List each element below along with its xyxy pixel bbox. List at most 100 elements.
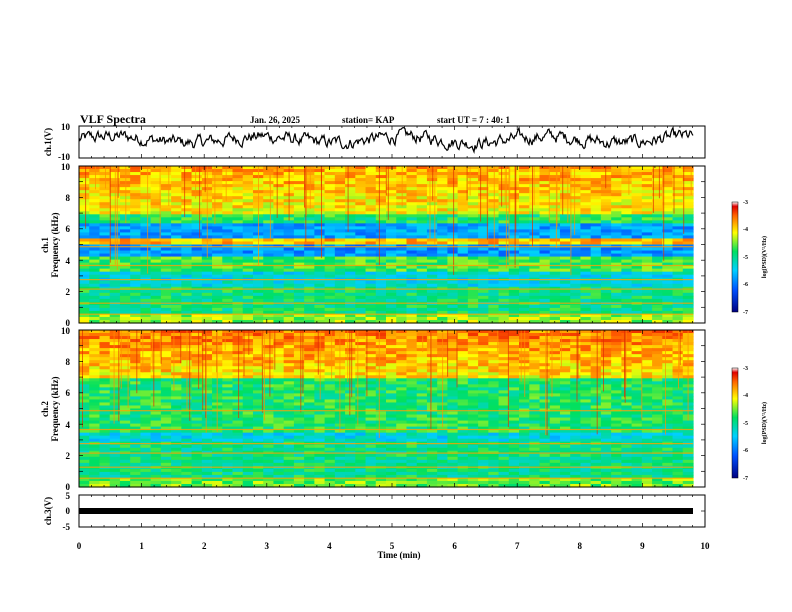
spectrogram-cell bbox=[416, 238, 428, 243]
spectrogram-cell bbox=[130, 381, 141, 385]
spectrogram-cell bbox=[478, 190, 489, 194]
spectrogram-cell bbox=[467, 250, 479, 255]
spectrogram-cell bbox=[519, 229, 530, 234]
spectrogram-cell bbox=[406, 223, 418, 227]
spectrogram-cell bbox=[324, 181, 336, 185]
spectrogram-cell bbox=[498, 342, 510, 346]
spectrogram-cell bbox=[590, 295, 602, 300]
spectrogram-cell bbox=[99, 166, 111, 170]
spectrogram-cell bbox=[396, 405, 408, 410]
spectrogram-cell bbox=[212, 190, 223, 194]
spectrogram-cell bbox=[304, 313, 315, 318]
spectrogram-cell bbox=[672, 247, 684, 252]
spectrogram-cell bbox=[580, 363, 592, 367]
ch1-ticks bbox=[78, 126, 706, 158]
spectrogram-burst bbox=[117, 166, 119, 198]
spectrogram-cell bbox=[519, 235, 530, 240]
spectrogram-cell bbox=[314, 166, 326, 170]
spectrogram-cell bbox=[600, 307, 612, 312]
spectrogram-cell bbox=[293, 169, 305, 173]
spectrogram-cell bbox=[529, 390, 541, 394]
spectrogram-cell bbox=[641, 366, 653, 370]
spectrogram-cell bbox=[273, 166, 285, 170]
spectrogram-cell bbox=[99, 348, 111, 352]
spectrogram-cell bbox=[304, 402, 315, 407]
spectrogram-cell bbox=[467, 280, 479, 285]
spectrogram-cell bbox=[396, 193, 408, 197]
spectrogram-cell bbox=[641, 253, 653, 258]
spectrogram-cell bbox=[488, 205, 500, 209]
spectrogram-cell bbox=[549, 256, 561, 261]
spectrogram-cell bbox=[242, 375, 254, 379]
spectrogram-cell bbox=[293, 330, 305, 334]
spectrogram-cell bbox=[488, 259, 500, 264]
spectrogram-cell bbox=[304, 330, 315, 334]
spectrogram-cell bbox=[222, 399, 234, 404]
spectrogram-cell bbox=[406, 351, 418, 355]
spectrogram-cell bbox=[570, 363, 582, 367]
spectrogram-cell bbox=[498, 268, 510, 273]
spectrogram-cell bbox=[345, 363, 356, 367]
spectrogram-cell bbox=[304, 384, 315, 388]
spectrogram-cell bbox=[334, 262, 346, 267]
spectrogram-cell bbox=[467, 396, 479, 401]
spectrogram-cell bbox=[242, 181, 254, 185]
spectrogram-cell bbox=[498, 360, 510, 364]
spectrogram-cell bbox=[232, 348, 244, 352]
spectrogram-cell bbox=[641, 348, 653, 352]
spectrogram-cell bbox=[283, 387, 295, 391]
spectrogram-cell bbox=[119, 372, 131, 376]
spectrogram-cell bbox=[478, 390, 489, 394]
spectrogram-cell bbox=[109, 313, 121, 318]
spectrogram-cell bbox=[181, 205, 193, 209]
spectrogram-cell bbox=[99, 181, 111, 185]
spectrogram-cell bbox=[232, 360, 244, 364]
spectrogram-cell bbox=[559, 274, 571, 279]
spectrogram-cell bbox=[375, 333, 387, 337]
spectrogram-cell bbox=[600, 390, 612, 394]
spectrogram-cell bbox=[519, 238, 530, 243]
spectrogram-cell bbox=[201, 262, 213, 267]
spectrogram-cell bbox=[611, 235, 622, 240]
spectrogram-cell bbox=[652, 283, 663, 288]
spectrogram-cell bbox=[631, 262, 643, 267]
spectrogram-cell bbox=[529, 178, 541, 182]
spectrogram-cell bbox=[498, 202, 510, 206]
spectrogram-cell bbox=[130, 405, 141, 410]
station-label: station= KAP bbox=[342, 115, 395, 125]
spectrogram-cell bbox=[611, 208, 622, 212]
spectrogram-cell bbox=[345, 375, 356, 379]
spectrogram-cell bbox=[580, 241, 592, 246]
spectrogram-cell bbox=[426, 372, 438, 376]
spectrogram-cell bbox=[89, 399, 101, 404]
spectrogram-cell bbox=[99, 319, 111, 324]
spectrogram-cell bbox=[263, 169, 275, 173]
spectrogram-cell bbox=[396, 274, 408, 279]
spectrogram-cell bbox=[478, 166, 489, 170]
spectrogram-cell bbox=[283, 232, 295, 237]
spectrogram-burst bbox=[508, 166, 510, 263]
spectrogram-cell bbox=[508, 313, 520, 318]
spectrogram-cell bbox=[539, 348, 551, 352]
spectrogram-cell bbox=[437, 178, 448, 182]
spectrogram-cell bbox=[498, 345, 510, 349]
spectrogram-cell bbox=[580, 313, 592, 318]
spectrogram-cell bbox=[488, 339, 500, 343]
spectrogram-cell bbox=[498, 187, 510, 191]
spectrogram-cell bbox=[672, 363, 684, 367]
spectrogram-cell bbox=[263, 381, 275, 385]
spectrogram-cell bbox=[682, 259, 694, 264]
spectrogram-cell bbox=[99, 402, 111, 407]
spectrogram-cell bbox=[611, 330, 622, 334]
spectrogram-cell bbox=[559, 378, 571, 382]
spectrogram-cell bbox=[109, 283, 121, 288]
spectrogram-cell bbox=[467, 208, 479, 212]
spectrogram-cell bbox=[314, 193, 326, 197]
spectrogram-cell bbox=[355, 169, 367, 173]
spectrogram-cell bbox=[549, 274, 561, 279]
spectrogram-cell bbox=[621, 339, 633, 343]
spectrogram-cell bbox=[539, 184, 551, 188]
spectrogram-cell bbox=[119, 250, 131, 255]
spectrogram-cell bbox=[570, 366, 582, 370]
spectrogram-cell bbox=[293, 319, 305, 324]
